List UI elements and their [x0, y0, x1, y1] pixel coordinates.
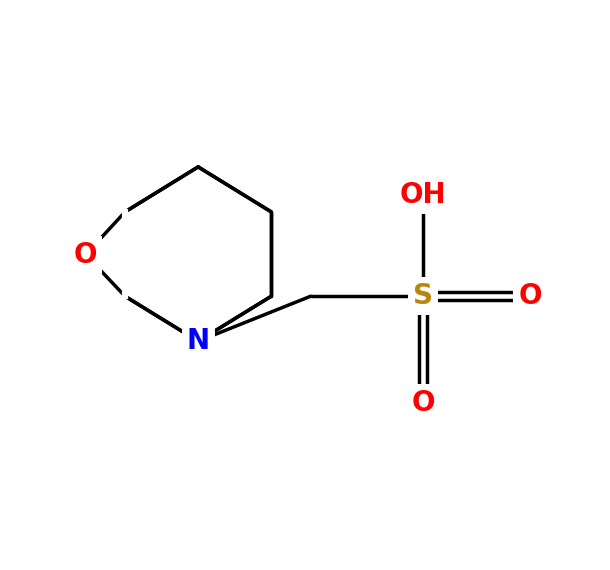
Text: S: S [413, 282, 433, 310]
Text: O: O [411, 389, 435, 417]
Text: N: N [187, 327, 210, 355]
Text: O: O [518, 282, 542, 310]
Text: O: O [74, 241, 98, 268]
Text: OH: OH [400, 181, 447, 209]
